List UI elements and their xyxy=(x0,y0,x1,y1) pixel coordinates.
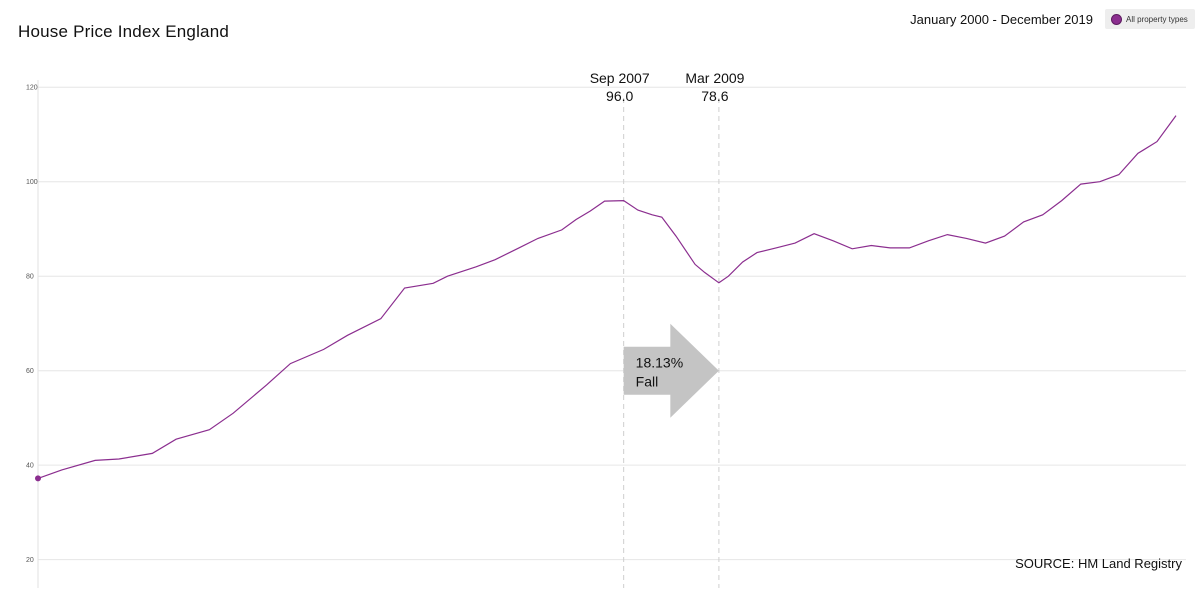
fall-percent-label: 18.13% xyxy=(636,355,683,371)
annotation-value-1: 78.6 xyxy=(701,88,728,104)
y-tick-label-20: 20 xyxy=(26,557,34,564)
annotation-value-0: 96.0 xyxy=(606,88,633,104)
legend-swatch-icon xyxy=(1111,13,1122,25)
series-line-0 xyxy=(37,115,1177,479)
source-label: SOURCE: HM Land Registry xyxy=(1015,556,1182,571)
chart-title: House Price Index England xyxy=(18,22,230,41)
legend-label: All property types xyxy=(1126,14,1188,24)
annotation-guides xyxy=(623,98,720,588)
fall-callout: 18.13% Fall xyxy=(623,323,719,418)
fall-arrow-icon xyxy=(623,323,719,418)
y-tick-label-80: 80 xyxy=(26,274,34,281)
y-tick-label-40: 40 xyxy=(26,463,34,470)
annotation-date-1: Mar 2009 xyxy=(685,70,744,86)
legend[interactable]: All property types xyxy=(1105,9,1195,29)
fall-text-label: Fall xyxy=(636,374,659,390)
series-start-point-0 xyxy=(35,475,41,482)
annotation-labels: Sep 2007 96.0 Mar 2009 78.6 xyxy=(590,70,745,104)
date-range-label: January 2000 - December 2019 xyxy=(910,12,1093,27)
series-layer xyxy=(35,115,1177,482)
y-tick-label-120: 120 xyxy=(26,85,38,92)
grid xyxy=(38,86,1186,561)
y-axis: 20 40 60 80 100 120 xyxy=(26,80,39,588)
y-tick-label-60: 60 xyxy=(26,368,34,375)
y-tick-label-100: 100 xyxy=(26,179,38,186)
annotation-date-0: Sep 2007 xyxy=(590,70,650,86)
